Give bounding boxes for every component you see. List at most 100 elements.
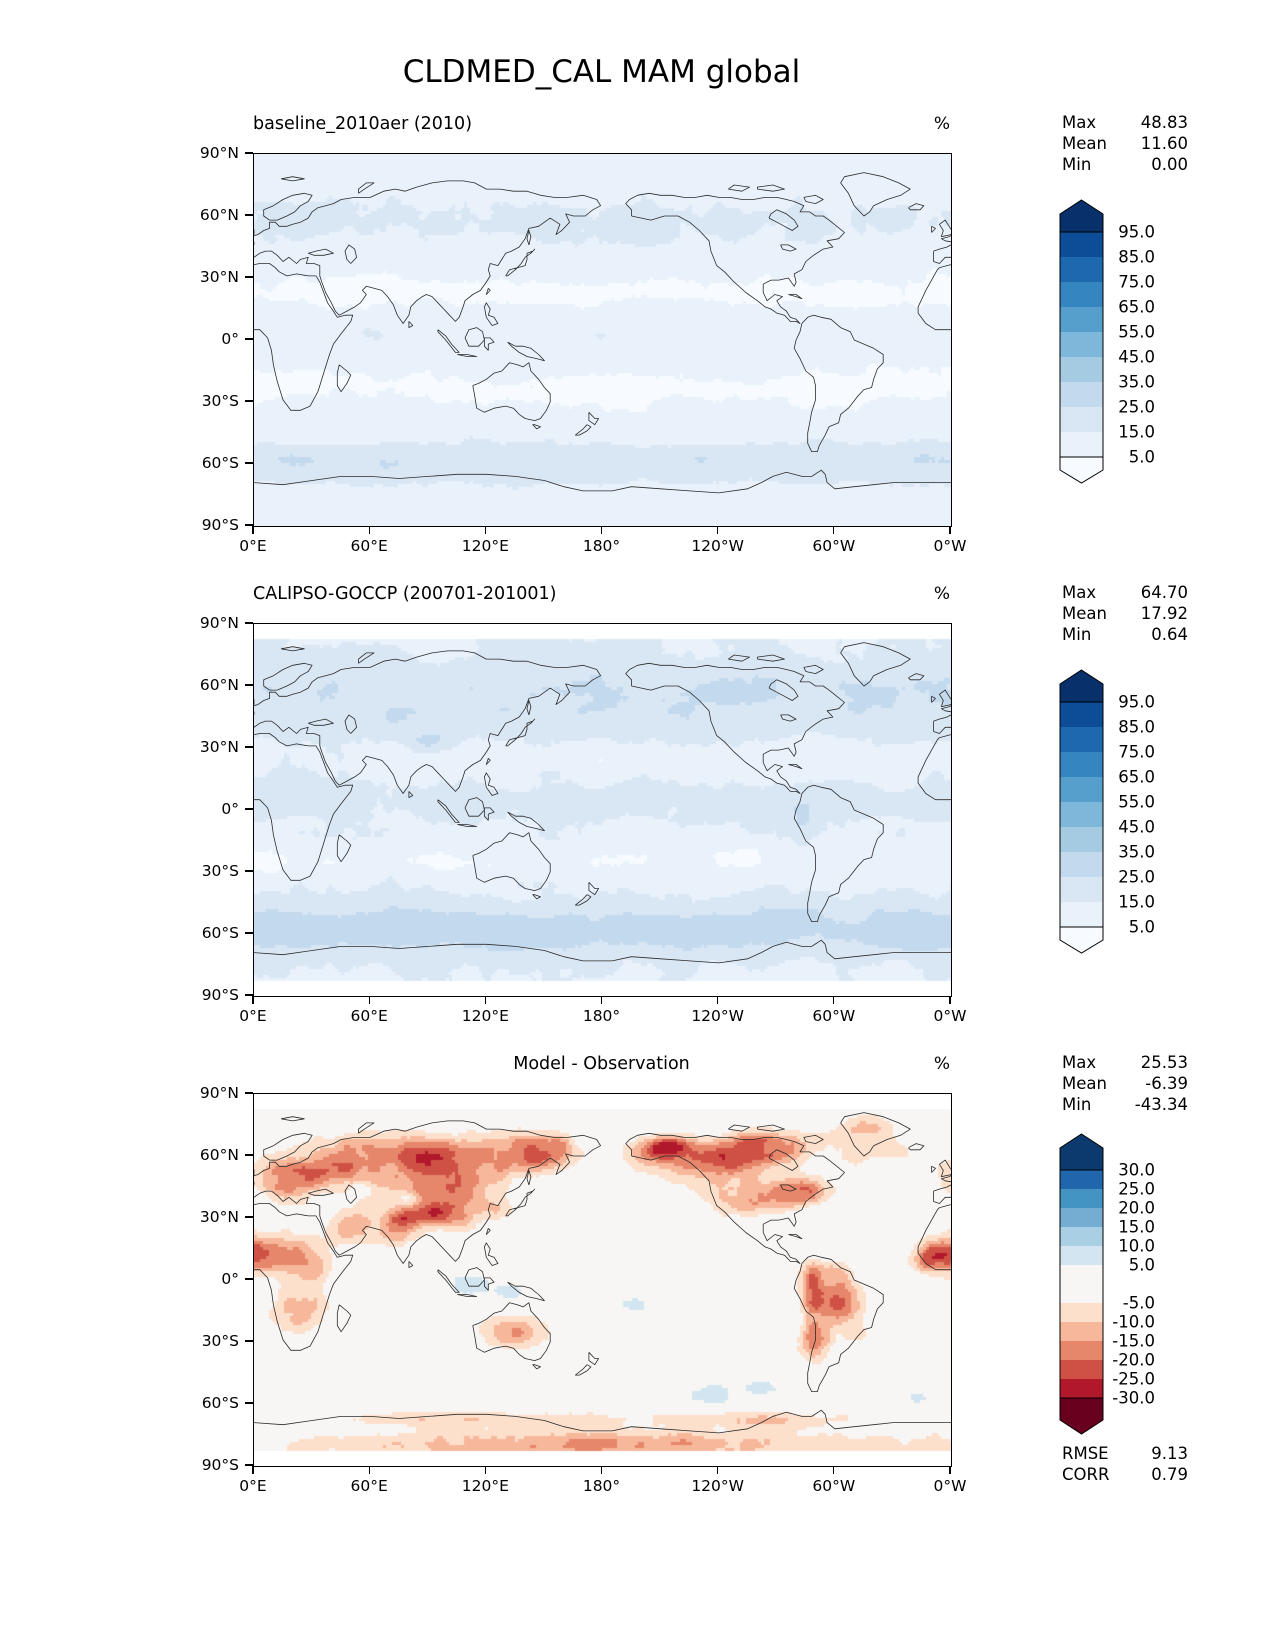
svg-text:25.0: 25.0 <box>1118 398 1155 417</box>
panel3-rmse-value: 9.13 <box>1151 1444 1188 1463</box>
lat-tick-label: 90°S <box>201 986 239 1004</box>
svg-text:35.0: 35.0 <box>1118 843 1155 862</box>
panel3-field-canvas <box>254 1094 951 1466</box>
lat-tick <box>245 524 253 526</box>
lat-tick <box>245 746 253 748</box>
panel3-stats: Max 25.53 Mean -6.39 Min -43.34 <box>1062 1052 1188 1115</box>
svg-text:30.0: 30.0 <box>1118 1161 1155 1180</box>
panel3-corr-label: CORR <box>1062 1465 1110 1484</box>
panel1-min-label: Min <box>1062 155 1092 174</box>
figure-title: CLDMED_CAL MAM global <box>402 54 801 90</box>
lon-tick <box>833 996 835 1004</box>
lat-tick <box>245 152 253 154</box>
lon-tick <box>368 996 370 1004</box>
lat-tick-label: 90°N <box>199 144 239 162</box>
lat-tick <box>245 994 253 996</box>
panel3-title: Model - Observation <box>513 1054 690 1074</box>
panel3-rmse-label: RMSE <box>1062 1444 1109 1463</box>
lat-tick <box>245 932 253 934</box>
lon-tick <box>252 996 254 1004</box>
lat-tick <box>245 1278 253 1280</box>
svg-text:95.0: 95.0 <box>1118 223 1155 242</box>
lat-tick-label: 0° <box>221 800 239 818</box>
lon-tick <box>368 1466 370 1474</box>
lat-tick-label: 90°S <box>201 1456 239 1474</box>
panel1-mean-label: Mean <box>1062 134 1107 153</box>
lat-tick <box>245 400 253 402</box>
panel3-mean-value: -6.39 <box>1145 1074 1188 1093</box>
lon-tick <box>717 526 719 534</box>
svg-text:85.0: 85.0 <box>1118 718 1155 737</box>
svg-text:15.0: 15.0 <box>1118 423 1155 442</box>
panel3-units: % <box>933 1054 950 1074</box>
lon-tick <box>717 996 719 1004</box>
lat-tick <box>245 276 253 278</box>
svg-text:-30.0: -30.0 <box>1112 1389 1155 1408</box>
svg-text:55.0: 55.0 <box>1118 793 1155 812</box>
panel1-stats: Max 48.83 Mean 11.60 Min 0.00 <box>1062 112 1188 175</box>
lat-tick-label: 0° <box>221 330 239 348</box>
lon-tick-label: 0°E <box>239 1007 267 1025</box>
lon-tick-label: 180° <box>582 1007 621 1025</box>
panel2-mean-value: 17.92 <box>1140 604 1188 623</box>
svg-text:55.0: 55.0 <box>1118 323 1155 342</box>
panel1-mean-value: 11.60 <box>1140 134 1188 153</box>
lat-tick-label: 0° <box>221 1270 239 1288</box>
lon-tick-label: 180° <box>582 1477 621 1495</box>
panel2-coastlines <box>254 642 951 964</box>
panel2-map <box>253 623 952 997</box>
lat-tick <box>245 870 253 872</box>
lat-tick-label: 60°N <box>199 1146 239 1164</box>
lon-tick-label: 60°W <box>812 537 856 555</box>
svg-text:35.0: 35.0 <box>1118 373 1155 392</box>
lat-tick-label: 30°N <box>199 268 239 286</box>
lon-tick <box>252 1466 254 1474</box>
lat-tick <box>245 1216 253 1218</box>
panel2-stats: Max 64.70 Mean 17.92 Min 0.64 <box>1062 582 1188 645</box>
svg-text:75.0: 75.0 <box>1118 743 1155 762</box>
svg-text:5.0: 5.0 <box>1129 1256 1155 1275</box>
panel3-min-value: -43.34 <box>1134 1095 1188 1114</box>
lat-tick <box>245 1340 253 1342</box>
svg-text:-5.0: -5.0 <box>1123 1294 1155 1313</box>
panel3-corr-value: 0.79 <box>1151 1465 1188 1484</box>
lon-tick <box>368 526 370 534</box>
panel1-map <box>253 153 952 527</box>
panel1-field-canvas <box>254 154 951 526</box>
lon-tick-label: 60°E <box>350 1477 388 1495</box>
lon-tick-label: 120°W <box>691 1007 744 1025</box>
lat-tick <box>245 214 253 216</box>
panel2-min-value: 0.64 <box>1151 625 1188 644</box>
svg-text:15.0: 15.0 <box>1118 1218 1155 1237</box>
svg-text:95.0: 95.0 <box>1118 693 1155 712</box>
panel1-title: baseline_2010aer (2010) <box>253 114 473 134</box>
lat-tick <box>245 1464 253 1466</box>
panel2-mean-label: Mean <box>1062 604 1107 623</box>
lon-tick <box>833 526 835 534</box>
lat-tick-label: 60°S <box>201 454 239 472</box>
panel2-field-canvas <box>254 624 951 996</box>
svg-text:85.0: 85.0 <box>1118 248 1155 267</box>
svg-text:25.0: 25.0 <box>1118 868 1155 887</box>
lon-tick-label: 60°E <box>350 1007 388 1025</box>
lon-tick <box>600 1466 603 1474</box>
svg-text:-20.0: -20.0 <box>1112 1351 1155 1370</box>
lon-tick <box>600 526 603 534</box>
panel1-max-label: Max <box>1062 113 1097 132</box>
lat-tick-label: 90°N <box>199 614 239 632</box>
panel2-max-value: 64.70 <box>1140 583 1188 602</box>
panel3-skill-scores: RMSE 9.13 CORR 0.79 <box>1062 1443 1188 1485</box>
svg-text:-10.0: -10.0 <box>1112 1313 1155 1332</box>
lon-tick <box>717 1466 719 1474</box>
lat-tick <box>245 462 253 464</box>
panel3-max-label: Max <box>1062 1053 1097 1072</box>
lon-tick-label: 120°E <box>461 1007 509 1025</box>
panel3-coastlines <box>254 1112 951 1434</box>
lon-tick-label: 60°W <box>812 1477 856 1495</box>
svg-text:65.0: 65.0 <box>1118 298 1155 317</box>
lon-tick-label: 120°W <box>691 1477 744 1495</box>
svg-text:65.0: 65.0 <box>1118 768 1155 787</box>
lon-tick-label: 0°E <box>239 537 267 555</box>
panel3-map <box>253 1093 952 1467</box>
